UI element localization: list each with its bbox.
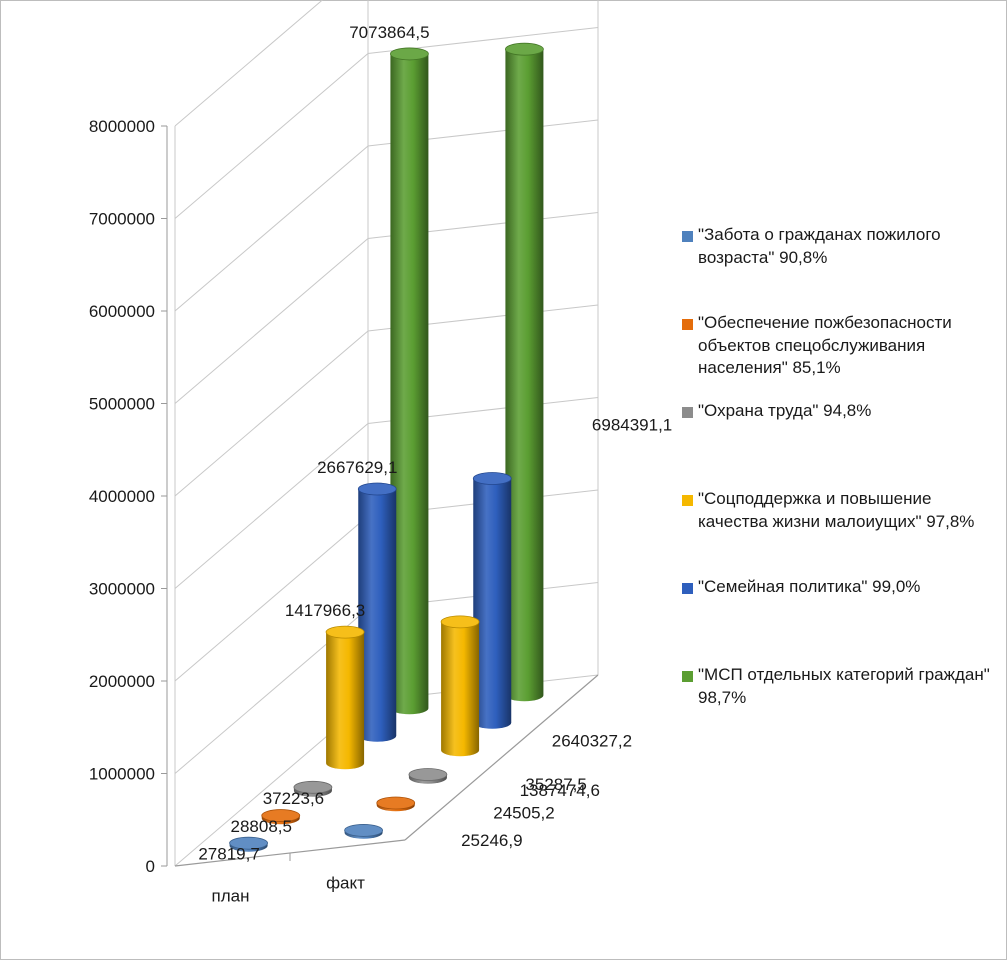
legend-swatch — [682, 671, 693, 682]
category-label: план — [212, 887, 250, 906]
bar-cap — [261, 809, 301, 822]
bar-body — [441, 621, 480, 757]
legend-swatch — [682, 583, 693, 594]
bar-1-0 — [261, 809, 301, 825]
bar-5-1 — [505, 42, 544, 702]
bar-cap — [357, 482, 397, 496]
bar-cap — [440, 615, 480, 629]
bar-body — [505, 49, 544, 702]
y-tick-label: 4000000 — [89, 487, 155, 506]
legend-swatch — [682, 319, 693, 330]
y-tick-label: 3000000 — [89, 580, 155, 599]
bar-0-0 — [229, 836, 268, 852]
depth-axis-line — [404, 674, 599, 841]
data-label: 25246,9 — [461, 831, 522, 850]
gridline — [174, 0, 324, 127]
data-label: 1387474,6 — [520, 781, 600, 800]
bar-cap — [293, 780, 333, 794]
bar-2-1 — [408, 768, 448, 784]
data-label: 2667629,1 — [317, 458, 397, 477]
bar-cap — [408, 768, 448, 781]
legend-label: "Соцподдержка и повышение качества жизни… — [698, 489, 975, 531]
data-label: 24505,2 — [493, 803, 554, 822]
bar-2-0 — [293, 780, 333, 797]
bar-cap — [376, 796, 416, 810]
y-tick-label: 5000000 — [89, 395, 155, 414]
bar-cap — [229, 836, 268, 850]
legend-label: "МСП отдельных категорий граждан" 98,7% — [698, 665, 990, 707]
bar-4-0 — [357, 482, 397, 742]
bar-cap — [325, 625, 365, 639]
bar-3-1 — [440, 615, 480, 757]
category-label: факт — [326, 874, 365, 893]
bar-1-1 — [376, 796, 416, 812]
bar-3-0 — [325, 625, 365, 770]
y-tick-label: 1000000 — [89, 765, 155, 784]
legend-label: "Обеспечение пожбезопасности объектов сп… — [698, 313, 952, 377]
data-label: 1417966,3 — [285, 601, 365, 620]
bar-0-1 — [344, 824, 383, 839]
legend-label: "Охрана труда" 94,8% — [698, 401, 872, 420]
data-label: 7073864,5 — [349, 23, 429, 42]
data-label: 27819,7 — [198, 845, 259, 864]
bar-cap — [390, 47, 429, 61]
bar-cap — [344, 824, 383, 837]
y-tick-label: 8000000 — [89, 117, 155, 136]
bar-4-1 — [472, 472, 512, 729]
legend-swatch — [682, 231, 693, 242]
bar-body — [473, 478, 512, 729]
legend-swatch — [682, 495, 693, 506]
legend-label: "Забота о гражданах пожилого возраста" 9… — [698, 225, 941, 267]
bar-5-0 — [390, 47, 429, 715]
data-label: 28808,5 — [231, 817, 292, 836]
bar-body — [358, 488, 397, 742]
data-label: 6984391,1 — [592, 416, 672, 435]
data-label: 35287,5 — [525, 775, 586, 794]
bar-body — [326, 632, 365, 770]
y-tick-label: 2000000 — [89, 672, 155, 691]
data-label: 2640327,2 — [552, 731, 632, 750]
y-tick-label: 7000000 — [89, 210, 155, 229]
y-tick-label: 6000000 — [89, 302, 155, 321]
y-tick-label: 0 — [146, 857, 155, 876]
data-label: 37223,6 — [263, 789, 324, 808]
bar-cap — [505, 42, 544, 56]
bar-cap — [472, 472, 512, 485]
legend-label: "Семейная политика" 99,0% — [698, 577, 921, 596]
bar-body — [390, 53, 429, 715]
legend-swatch — [682, 407, 693, 418]
